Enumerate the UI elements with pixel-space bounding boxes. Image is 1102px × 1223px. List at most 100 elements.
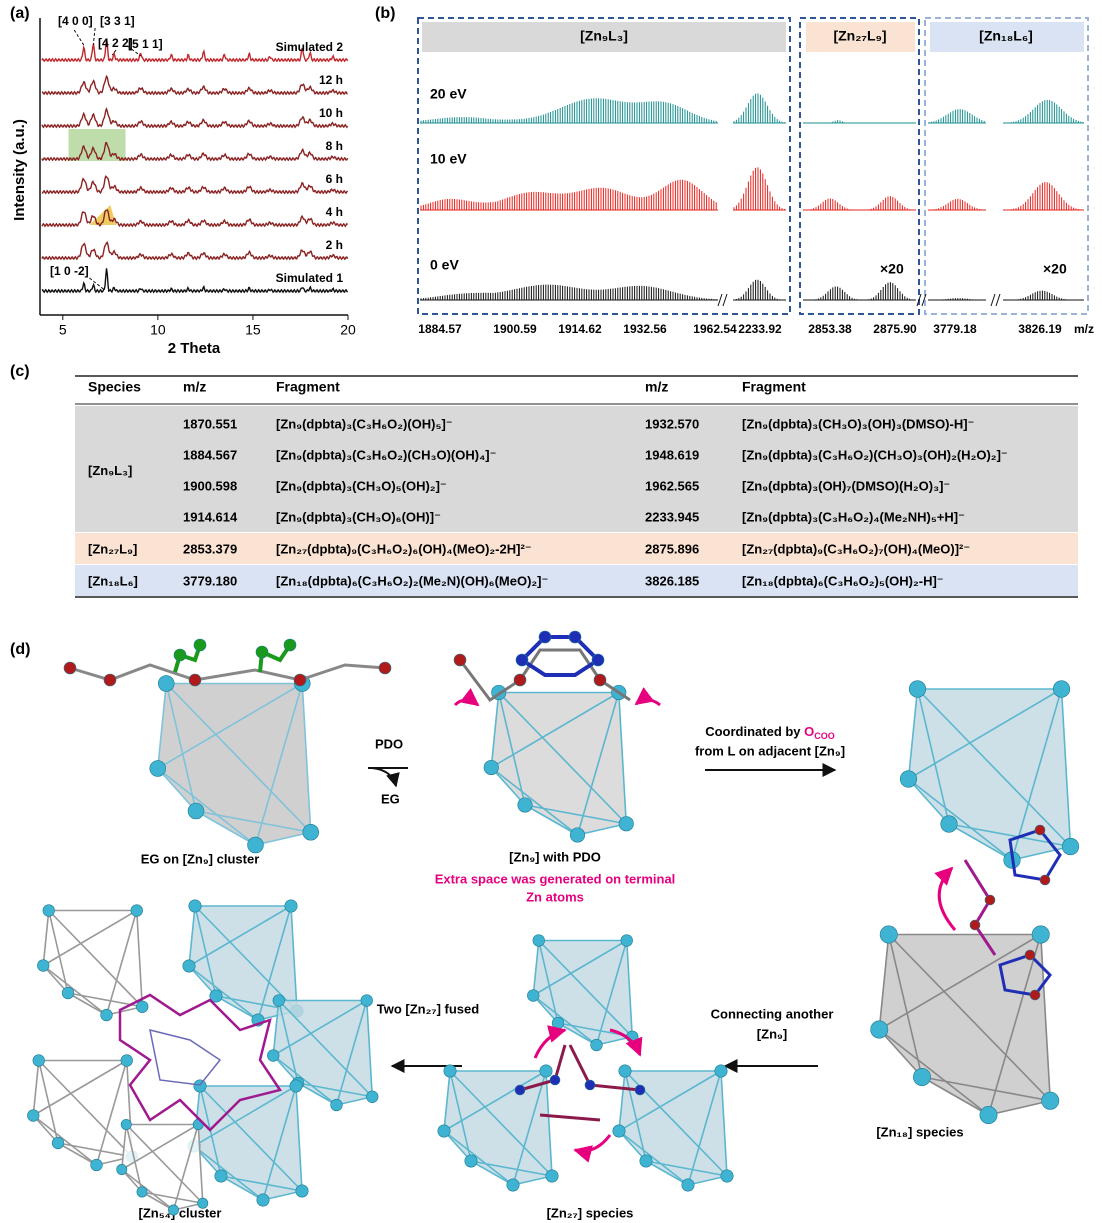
caption: [Zn₁₈] species bbox=[876, 1124, 963, 1139]
atom bbox=[538, 630, 552, 644]
bond bbox=[95, 1060, 128, 1166]
mz-tick-label: 2853.38 bbox=[808, 322, 852, 336]
atom bbox=[209, 989, 223, 1003]
polyhedron-face bbox=[533, 940, 633, 1045]
pointer bbox=[73, 29, 85, 46]
bond bbox=[42, 964, 69, 994]
bond bbox=[916, 688, 1072, 848]
bond bbox=[490, 691, 620, 769]
bond bbox=[617, 692, 628, 824]
bond bbox=[295, 1085, 303, 1192]
bond bbox=[215, 995, 259, 1021]
atom bbox=[255, 645, 269, 659]
atom bbox=[720, 1169, 734, 1183]
trace bbox=[41, 106, 349, 129]
atom bbox=[437, 1124, 451, 1138]
atom bbox=[247, 836, 264, 854]
x-tick-label: 20 bbox=[340, 322, 356, 338]
bond bbox=[135, 910, 144, 1007]
linker bbox=[149, 1028, 222, 1086]
bond bbox=[365, 1000, 374, 1097]
spectrum bbox=[1003, 99, 1084, 124]
table-header: m/z bbox=[645, 379, 668, 395]
bond bbox=[625, 940, 634, 1037]
caption-part: O bbox=[804, 724, 814, 739]
caption: [Zn₉] bbox=[757, 1026, 787, 1041]
bond bbox=[524, 804, 578, 836]
motion-arrow bbox=[533, 1025, 567, 1059]
bond bbox=[512, 1175, 553, 1186]
row-band bbox=[75, 533, 1078, 564]
bond bbox=[443, 1130, 514, 1186]
atom bbox=[193, 638, 207, 652]
energy-label: 20 eV bbox=[430, 86, 467, 102]
spectrum bbox=[733, 93, 786, 124]
group-header bbox=[930, 22, 1084, 52]
panel-label: (a) bbox=[10, 5, 30, 22]
atom bbox=[618, 1064, 632, 1078]
polyhedron-face bbox=[908, 689, 1071, 860]
atom bbox=[51, 1136, 65, 1150]
atom bbox=[514, 1084, 526, 1096]
bond bbox=[916, 688, 950, 825]
bond bbox=[449, 1070, 553, 1177]
spectrum bbox=[420, 284, 718, 301]
bond bbox=[538, 939, 633, 1038]
atom bbox=[272, 994, 285, 1007]
table-cell: 2233.945 bbox=[645, 509, 699, 524]
row-band bbox=[75, 565, 1078, 596]
row-band bbox=[75, 406, 1078, 532]
atom bbox=[899, 770, 918, 788]
atom bbox=[539, 1064, 553, 1078]
bond bbox=[645, 1160, 689, 1186]
bond bbox=[194, 905, 217, 997]
ring bbox=[518, 635, 602, 677]
motion-arrow bbox=[609, 1028, 643, 1057]
species: [Zn₂₇L₉] bbox=[88, 541, 137, 556]
atom bbox=[188, 899, 202, 913]
spectrum bbox=[420, 179, 718, 211]
bond bbox=[272, 1054, 337, 1106]
axis-break bbox=[995, 293, 1001, 307]
bond bbox=[532, 940, 540, 996]
atom bbox=[1041, 1091, 1060, 1110]
energy-label: 0 eV bbox=[430, 257, 459, 273]
bond bbox=[105, 910, 138, 1016]
bond bbox=[32, 1114, 97, 1166]
polyhedron-face bbox=[157, 683, 311, 845]
atom bbox=[197, 1197, 209, 1209]
polyhedron-face bbox=[121, 1124, 203, 1210]
atom bbox=[182, 959, 196, 973]
trace-label: 12 h bbox=[319, 73, 343, 87]
table-cell: 1914.614 bbox=[183, 509, 238, 524]
motion-arrow bbox=[573, 1134, 612, 1163]
atom bbox=[969, 919, 981, 931]
spectrum bbox=[803, 120, 916, 124]
linker bbox=[963, 859, 997, 956]
bond bbox=[948, 823, 1013, 861]
bond bbox=[193, 1145, 264, 1201]
atom bbox=[188, 673, 202, 687]
trace bbox=[41, 268, 349, 294]
group-label: [Zn₂₇L₉] bbox=[833, 28, 886, 44]
bond bbox=[188, 905, 196, 967]
atom bbox=[590, 1038, 603, 1052]
atom bbox=[149, 760, 167, 777]
panel-label: (b) bbox=[375, 5, 395, 22]
bond bbox=[301, 683, 312, 833]
atom bbox=[870, 1020, 889, 1039]
bond bbox=[1011, 845, 1071, 861]
axis-label: m/z bbox=[1074, 322, 1094, 336]
atom bbox=[618, 816, 634, 832]
bond bbox=[878, 1028, 989, 1116]
atom bbox=[120, 1054, 133, 1067]
atom bbox=[136, 1000, 149, 1013]
bond bbox=[687, 1070, 722, 1186]
bond bbox=[195, 810, 311, 834]
caption: EG on [Zn₉] cluster bbox=[141, 851, 260, 866]
mz-tick-label: 2875.90 bbox=[873, 322, 917, 336]
atom bbox=[940, 815, 958, 833]
